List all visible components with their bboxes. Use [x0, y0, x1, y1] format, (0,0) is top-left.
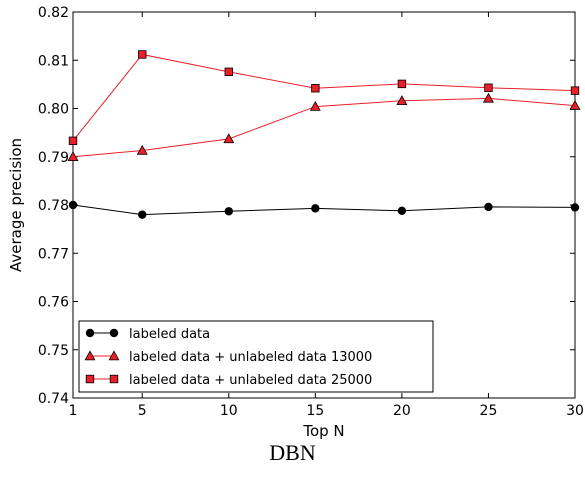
data-point: [397, 206, 407, 215]
y-axis-title: Average precision: [7, 138, 25, 272]
x-tick-label: 10: [220, 403, 238, 419]
legend-entry: labeled data + unlabeled data 13000: [84, 350, 372, 365]
legend-marker: [109, 328, 119, 338]
ticks: 1 5 10 15 20 25 300.740.750.760.770.780.790.80…: [38, 5, 584, 419]
x-tick-label: 5: [138, 403, 147, 419]
data-point: [396, 95, 408, 106]
y-tick-label: 0.81: [38, 53, 69, 69]
legend-marker: [109, 374, 119, 384]
x-tick-label: 1: [69, 403, 78, 419]
data-point: [569, 99, 581, 110]
data-point: [224, 207, 233, 216]
series-2: [67, 92, 581, 161]
x-tick-label: 15: [306, 403, 324, 419]
y-tick-label: 0.79: [38, 150, 69, 166]
y-tick-label: 0.78: [38, 198, 69, 214]
x-axis-title: Top N: [302, 422, 344, 440]
legend-label: labeled data + unlabeled data 25000: [129, 373, 372, 388]
data-point: [224, 67, 233, 77]
data-point: [311, 204, 320, 213]
data-point: [311, 84, 320, 93]
data-point: [138, 50, 147, 59]
y-tick-label: 0.76: [38, 295, 69, 311]
data-point: [397, 79, 407, 89]
y-tick-label: 0.82: [38, 5, 69, 21]
data-point: [68, 200, 78, 210]
x-tick-label: 25: [480, 403, 498, 419]
legend-marker: [84, 350, 96, 361]
legend-entry: labeled data + unlabeled data 25000: [85, 373, 372, 388]
y-tick-label: 0.75: [38, 343, 69, 359]
x-tick-label: 30: [566, 403, 584, 419]
data-point: [484, 202, 493, 212]
data-point: [570, 86, 580, 95]
y-tick-label: 0.80: [38, 102, 69, 118]
series-1: [68, 200, 580, 219]
legend-marker: [85, 328, 95, 338]
y-tick-label: 0.77: [38, 246, 69, 262]
data-point: [136, 144, 148, 155]
data-point: [482, 92, 494, 103]
data-point: [138, 210, 147, 219]
data-point: [570, 203, 580, 212]
legend-entry: labeled data: [85, 327, 210, 342]
data-point: [309, 100, 321, 111]
data-point: [223, 133, 235, 144]
x-tick-label: 20: [393, 403, 411, 419]
data-point: [484, 83, 493, 92]
legend-box: [78, 320, 434, 393]
legend-marker: [108, 350, 120, 361]
data-point: [67, 151, 79, 161]
legend-marker: [85, 374, 95, 384]
legend-label: labeled data + unlabeled data 13000: [129, 350, 372, 365]
figure-caption: DBN: [269, 440, 316, 465]
y-tick-label: 0.74: [38, 391, 69, 407]
chart: 1 5 10 15 20 25 300.740.750.760.770.780.790.80…: [7, 5, 584, 440]
series-3: [68, 50, 580, 146]
legend-label: labeled data: [129, 327, 210, 342]
legend: labeled data labeled data + unlabeled dat…: [78, 320, 434, 393]
data-point: [68, 136, 78, 146]
series-layer: [67, 50, 581, 219]
